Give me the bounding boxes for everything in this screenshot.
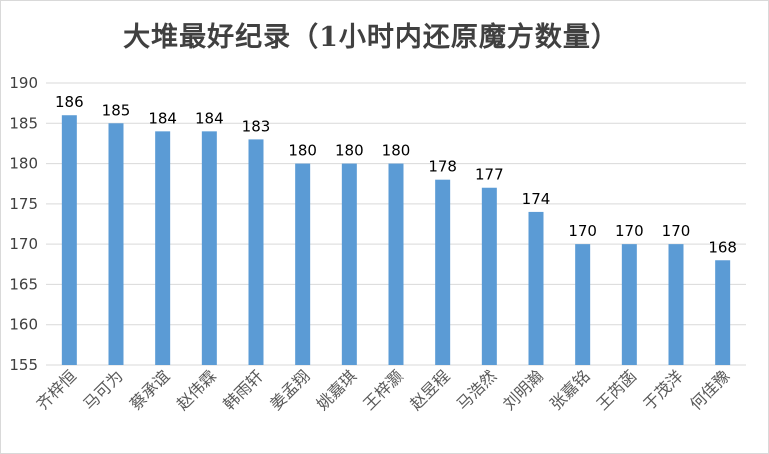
x-tick-label: 韩雨轩 (219, 366, 266, 413)
y-tick-label: 155 (9, 356, 38, 374)
y-axis-ticks: 155 160 165 170 175 180 185 190 (9, 74, 38, 374)
bar (155, 131, 171, 365)
x-tick-label: 姜孟翔 (266, 366, 313, 413)
data-label: 180 (382, 142, 411, 160)
data-label: 178 (428, 158, 457, 176)
x-tick-label: 张嘉铭 (546, 366, 593, 413)
y-tick-label: 185 (9, 114, 38, 132)
x-tick-label: 蔡承谊 (126, 366, 173, 413)
chart-title: 大堆最好纪录（1小时内还原魔方数量） (123, 22, 619, 53)
x-tick-label: 马浩然 (453, 366, 500, 413)
y-tick-label: 170 (9, 235, 38, 253)
bars (61, 115, 731, 366)
bar (621, 244, 637, 365)
data-label: 168 (708, 238, 737, 256)
bar (61, 115, 77, 365)
data-label: 180 (288, 142, 317, 160)
x-tick-label: 王芮菡 (593, 366, 640, 413)
y-tick-label: 165 (9, 275, 38, 293)
y-tick-label: 160 (9, 316, 38, 334)
bar (201, 131, 217, 365)
data-label: 184 (148, 109, 177, 127)
x-tick-label: 齐梓恒 (33, 366, 80, 413)
data-label: 183 (242, 117, 271, 135)
data-label: 184 (195, 109, 224, 127)
bar (528, 211, 544, 365)
bar (295, 163, 311, 365)
data-label: 170 (662, 222, 691, 240)
x-tick-label: 于茂洋 (639, 366, 686, 413)
data-label: 186 (55, 93, 84, 111)
bar (435, 179, 451, 365)
data-labels: 186 185 184 184 183 180 180 180 178 177 174 170 170 1… (55, 93, 737, 256)
bar (715, 260, 731, 365)
bar (248, 139, 264, 365)
x-tick-label: 何佳豫 (686, 366, 733, 413)
x-axis-ticks: 齐梓恒 马可为 蔡承谊 赵伟霖 韩雨轩 姜孟翔 姚嘉琪 王梓灏 赵昱程 马浩然 刘明瀚 张嘉铭 王芮菡于… (33, 366, 734, 413)
bar (341, 163, 357, 365)
y-tick-label: 180 (9, 155, 38, 173)
y-tick-label: 190 (9, 74, 38, 92)
bar (668, 244, 684, 365)
data-label: 170 (615, 222, 644, 240)
data-label: 177 (475, 166, 504, 184)
x-tick-label: 王梓灏 (359, 366, 406, 413)
bar (575, 244, 591, 365)
x-tick-label: 姚嘉琪 (313, 366, 360, 413)
data-label: 170 (568, 222, 597, 240)
bar (108, 123, 124, 366)
x-tick-label: 赵昱程 (406, 366, 453, 413)
x-tick-label: 赵伟霖 (173, 366, 220, 413)
x-tick-label: 刘明瀚 (499, 366, 546, 413)
data-label: 174 (522, 190, 551, 208)
data-label: 180 (335, 142, 364, 160)
x-tick-label: 马可为 (79, 366, 126, 413)
data-label: 185 (102, 101, 131, 119)
bar (388, 163, 404, 365)
y-tick-label: 175 (9, 195, 38, 213)
bar (481, 187, 497, 365)
